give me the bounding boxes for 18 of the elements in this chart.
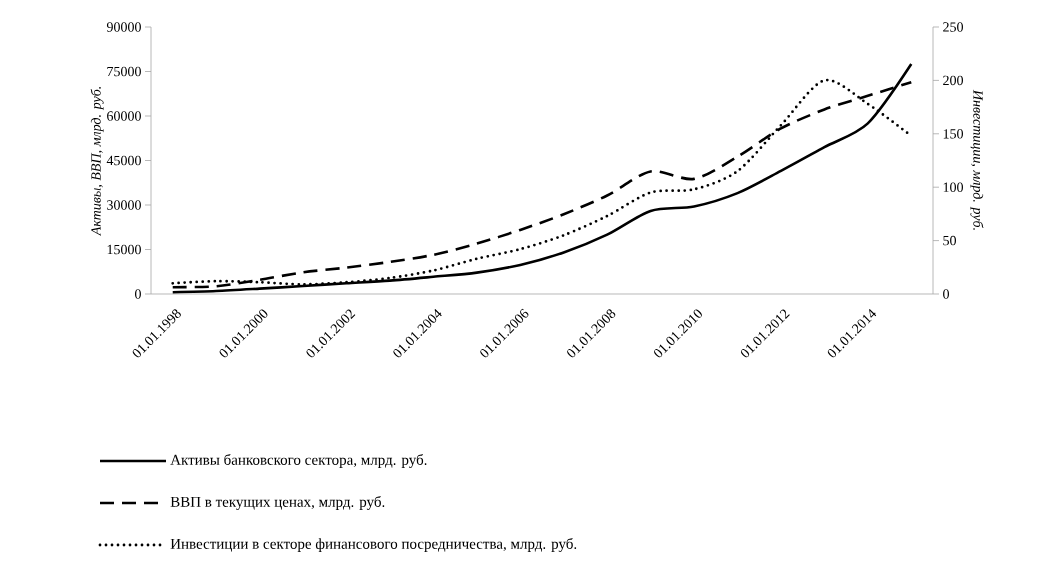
y2-tick-label: 50 (943, 235, 956, 246)
y-tick-label: 75000 (107, 66, 141, 77)
y-tick-label: 90000 (106, 22, 141, 32)
y2-axis-title: Инвестиции, млрд. руб. (970, 89, 984, 230)
y-tick-label: 30000 (107, 200, 141, 210)
y2-tick-label: 100 (943, 182, 963, 192)
legend-label: ВВП в текущих ценах, млрд. руб. (170, 496, 385, 510)
y2-tick-label: 200 (943, 75, 963, 86)
legend-label: Инвестиции в секторе финансового посредничества, млрд. руб. (170, 538, 577, 552)
y-tick-label: 15000 (107, 244, 141, 255)
y2-tick-label: 150 (943, 129, 963, 139)
legend-label: Активы банковского сектора, млрд. руб. (170, 454, 427, 468)
y2-tick-label: 0 (943, 289, 949, 299)
y-tick-label: 0 (135, 289, 141, 299)
y-axis-title: Активы, ВВП, млрд. руб. (90, 87, 104, 237)
y2-tick-label: 250 (943, 22, 963, 32)
y-tick-label: 45000 (106, 155, 141, 166)
y-tick-label: 60000 (107, 111, 141, 121)
